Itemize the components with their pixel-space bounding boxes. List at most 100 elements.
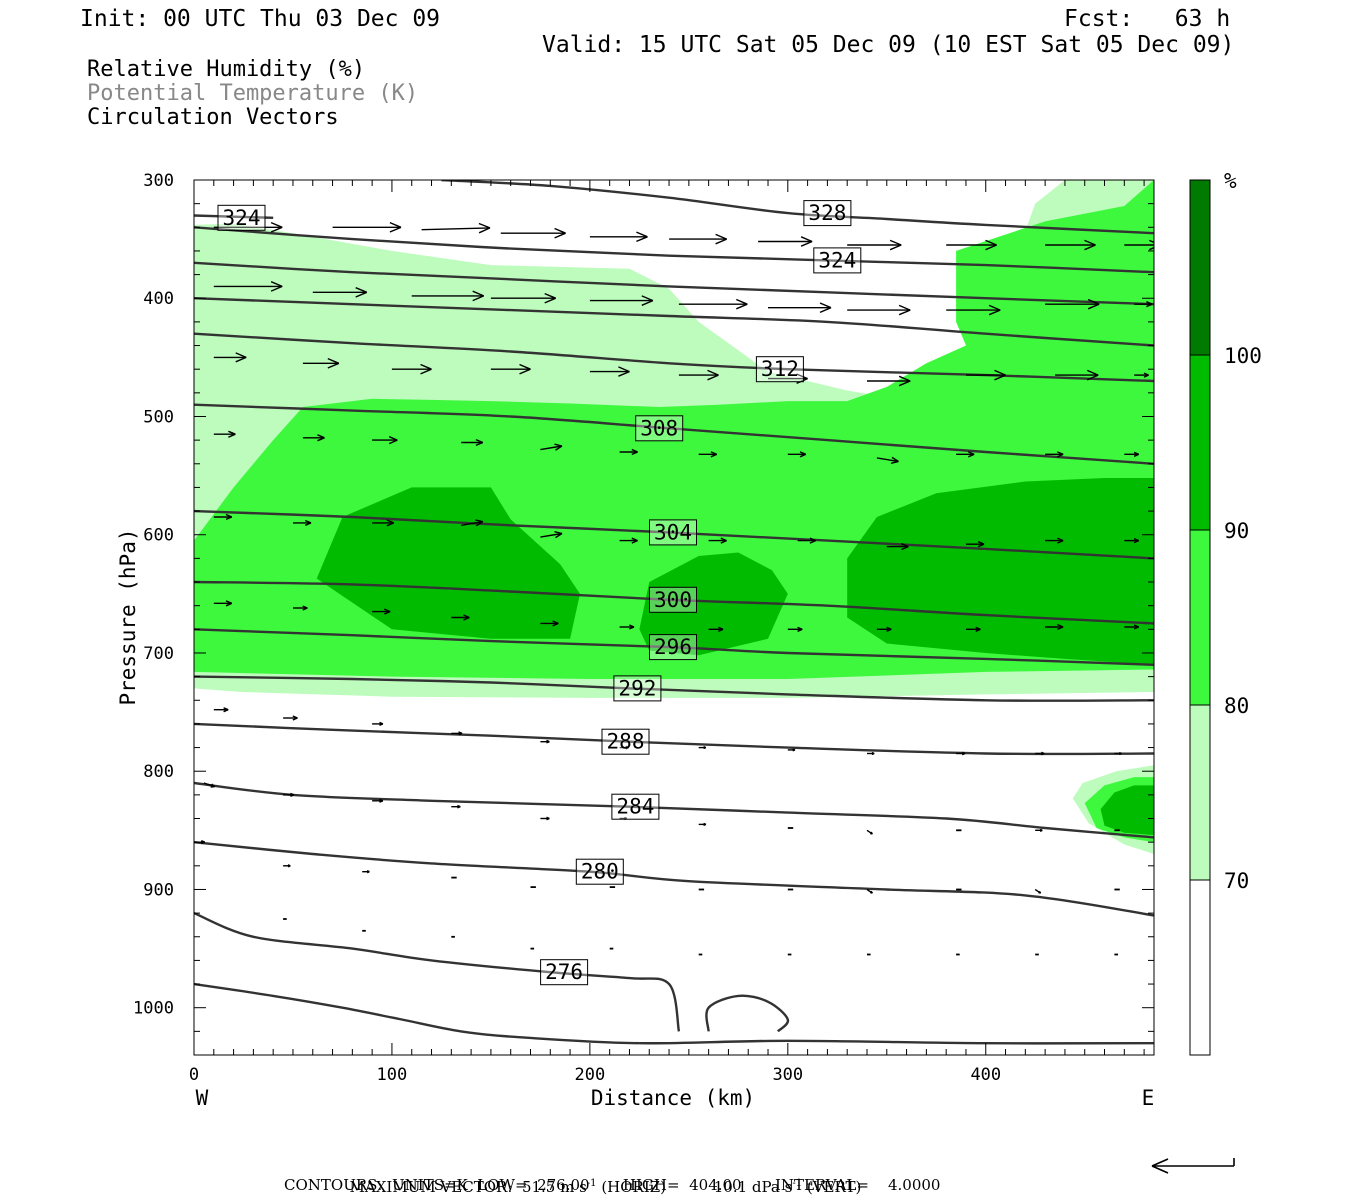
vector-arrow-89 bbox=[866, 829, 873, 835]
vector-arrow-7 bbox=[847, 239, 902, 251]
vector-arrow-69 bbox=[213, 707, 229, 713]
colorbar-label-70: 70 bbox=[1224, 869, 1249, 893]
contour-label-276-0: 276 bbox=[545, 960, 583, 984]
vector-arrow-4 bbox=[589, 231, 648, 243]
vector-arrow-91 bbox=[1035, 828, 1043, 832]
horiz-unit-exponent: -1 bbox=[586, 1178, 597, 1189]
vector-arrow-73 bbox=[540, 739, 550, 744]
potential-temperature-contours bbox=[194, 180, 1154, 1045]
x-tick-label-0: 0 bbox=[189, 1065, 199, 1085]
contour-label-box-304-9 bbox=[649, 519, 697, 546]
vector-arrow-101 bbox=[866, 888, 873, 894]
x-axis-title: Distance (km) bbox=[591, 1086, 755, 1110]
vector-arrow-15 bbox=[589, 295, 654, 306]
contour-label-box-300-8 bbox=[649, 586, 697, 613]
vector-arrow-18 bbox=[847, 304, 911, 316]
contour-label-324-14: 324 bbox=[818, 248, 856, 272]
vert-unit-suffix: (VERT) bbox=[802, 1178, 862, 1196]
vector-arrow-33 bbox=[213, 430, 236, 438]
y-tick-label-400: 400 bbox=[143, 289, 174, 309]
theta-contour-320-13 bbox=[194, 261, 1154, 306]
theta-contour-280-3 bbox=[194, 841, 1154, 917]
vector-arrow-31 bbox=[1055, 369, 1099, 381]
contour-label-288-5: 288 bbox=[607, 730, 645, 754]
vector-arrow-84 bbox=[451, 804, 461, 809]
vector-arrow-68 bbox=[1124, 624, 1139, 630]
theta-contour-296-7 bbox=[194, 628, 1154, 666]
theta-contour-300-8 bbox=[194, 580, 1154, 625]
vector-arrow-103 bbox=[1034, 888, 1042, 894]
y-tick-label-700: 700 bbox=[143, 644, 174, 664]
vector-arrow-8 bbox=[946, 239, 997, 251]
vector-arrow-23 bbox=[302, 357, 340, 369]
vector-arrow-63 bbox=[708, 626, 724, 632]
vector-arrow-25 bbox=[490, 363, 531, 375]
theta-contour-316-12 bbox=[194, 297, 1154, 347]
theta-contour-308-10 bbox=[194, 403, 1154, 465]
vector-arrow-62 bbox=[619, 624, 635, 630]
valid-time: Valid: 15 UTC Sat 05 Dec 09 (10 EST Sat … bbox=[542, 32, 1235, 58]
vector-arrow-77 bbox=[867, 751, 875, 756]
vector-arrow-1 bbox=[332, 221, 402, 233]
vector-arrow-14 bbox=[490, 292, 556, 304]
contour-labels: 276 280 284 288 292 296 300 304 308 312 324 324 328 bbox=[217, 200, 862, 986]
contour-label-box-324-14 bbox=[813, 247, 862, 274]
vector-arrow-50 bbox=[619, 537, 638, 544]
vector-arrow-54 bbox=[966, 541, 985, 548]
colorbar-unit: % bbox=[1224, 169, 1237, 193]
vector-arrow-24 bbox=[391, 363, 432, 375]
colorbar: 70 80 90 100 bbox=[1189, 179, 1262, 1056]
vector-arrow-39 bbox=[698, 451, 717, 458]
contour-label-box-276-0 bbox=[540, 959, 589, 986]
vector-arrow-71 bbox=[372, 721, 384, 727]
x-tick-label-300: 300 bbox=[772, 1065, 803, 1085]
contour-label-box-284-4 bbox=[611, 793, 660, 820]
max-vector-label: MAXIMUM VECTOR: bbox=[349, 1178, 513, 1196]
vector-arrow-78 bbox=[956, 751, 966, 756]
vector-arrow-10 bbox=[1124, 239, 1154, 251]
colorbar-label-100: 100 bbox=[1224, 344, 1262, 368]
vector-arrow-17 bbox=[768, 302, 832, 314]
contour-label-304-9: 304 bbox=[654, 520, 692, 544]
y-tick-label-800: 800 bbox=[143, 762, 174, 782]
colorbar-segment-rh_70_80 bbox=[1189, 704, 1211, 881]
vector-arrow-66 bbox=[966, 626, 981, 632]
theta-contour-324-14 bbox=[194, 226, 1154, 274]
init-time: Init: 00 UTC Thu 03 Dec 09 bbox=[80, 6, 441, 32]
vector-arrow-41 bbox=[876, 456, 899, 464]
vector-arrow-57 bbox=[213, 600, 233, 607]
vector-arrow-65 bbox=[876, 626, 892, 632]
vector-arrow-49 bbox=[540, 531, 563, 539]
vector-arrow-11 bbox=[213, 281, 283, 292]
vector-arrow-58 bbox=[293, 605, 308, 611]
vector-arrow-46 bbox=[293, 519, 312, 527]
vector-arrow-85 bbox=[540, 816, 550, 821]
vector-arrow-9 bbox=[1045, 239, 1096, 251]
theta-contour-276-1 bbox=[194, 982, 1154, 1045]
contour-label-312-11: 312 bbox=[761, 357, 799, 381]
vector-arrow-28 bbox=[768, 373, 808, 384]
theta-contour-304-9 bbox=[194, 509, 1154, 560]
axis-ticks bbox=[193, 179, 1154, 1056]
vector-arrow-45 bbox=[213, 513, 233, 521]
legend-potential-temperature: Potential Temperature (K) bbox=[87, 81, 419, 106]
forecast-hour: Fcst: 63 h bbox=[1064, 6, 1231, 32]
vector-arrow-60 bbox=[451, 614, 470, 621]
theta-contour-324-15 bbox=[194, 214, 274, 219]
colorbar-segment-rh_80_90 bbox=[1189, 529, 1211, 706]
vector-arrow-67 bbox=[1045, 623, 1064, 631]
vector-arrow-43 bbox=[1045, 451, 1064, 458]
vector-arrow-53 bbox=[886, 542, 909, 551]
vector-arrow-29 bbox=[867, 375, 911, 387]
vector-arrow-47 bbox=[372, 519, 394, 527]
vector-arrow-6 bbox=[758, 236, 813, 247]
vector-arrow-82 bbox=[283, 792, 295, 797]
vector-arrow-81 bbox=[203, 782, 216, 788]
colorbar-segment-rh_below_70 bbox=[1189, 879, 1211, 1056]
contour-label-box-296-7 bbox=[649, 634, 697, 661]
vector-arrow-37 bbox=[540, 443, 563, 451]
vert-unit-exponent: -1 bbox=[792, 1178, 803, 1189]
colorbar-segment-rh_100 bbox=[1189, 179, 1211, 356]
vector-arrow-61 bbox=[540, 620, 559, 627]
